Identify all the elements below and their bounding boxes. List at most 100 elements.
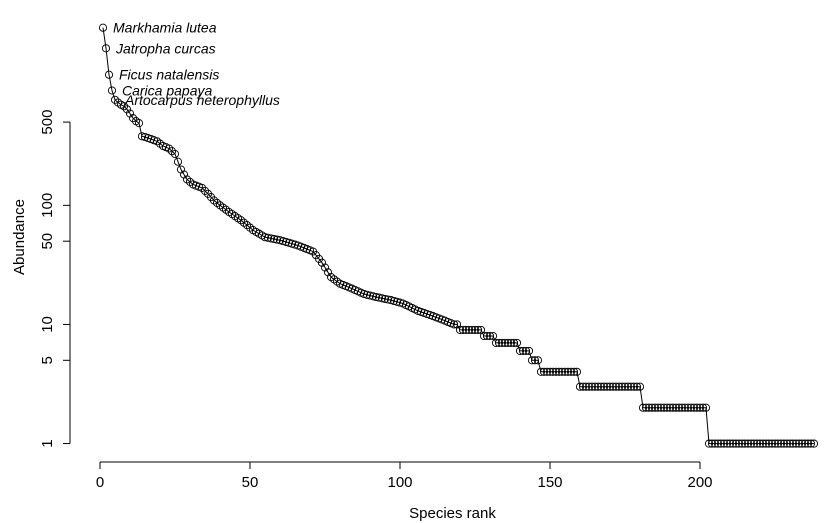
- x-tick-label: 100: [387, 474, 412, 491]
- data-point: [134, 119, 144, 128]
- data-point: [164, 144, 174, 153]
- data-point: [482, 331, 492, 341]
- data-point: [485, 331, 495, 341]
- data-point: [527, 356, 537, 365]
- data-point: [647, 403, 657, 412]
- data-point: [506, 338, 516, 347]
- data-point: [449, 320, 459, 329]
- data-point: [746, 439, 756, 448]
- data-point: [554, 367, 564, 376]
- data-point: [698, 403, 708, 412]
- data-point: [743, 439, 753, 448]
- data-point: [491, 338, 501, 347]
- data-point: [722, 439, 732, 448]
- data-point: [137, 132, 147, 141]
- data-point: [119, 102, 129, 111]
- annotation-layer: Markhamia lutea Jatropha curcas Ficus nata…: [113, 20, 280, 108]
- data-point: [593, 382, 603, 391]
- data-point: [521, 346, 531, 355]
- data-point: [128, 114, 138, 123]
- data-point: [368, 292, 378, 301]
- data-point: [185, 177, 195, 186]
- y-tick-label: 50: [39, 233, 56, 250]
- data-point: [563, 367, 573, 376]
- data-point: [680, 403, 690, 412]
- data-point: [794, 439, 804, 448]
- data-point: [767, 439, 777, 448]
- data-point: [458, 325, 468, 334]
- data-point: [575, 382, 585, 391]
- data-point: [518, 346, 528, 355]
- data-point: [632, 382, 642, 391]
- data-point: [803, 439, 813, 448]
- data-point: [635, 382, 645, 391]
- data-point: [317, 258, 327, 267]
- data-point: [590, 382, 600, 391]
- data-point: [653, 403, 663, 412]
- data-point: [773, 439, 783, 448]
- data-point: [665, 403, 675, 412]
- data-point: [500, 338, 510, 347]
- data-point: [182, 175, 192, 184]
- x-tick-label: 0: [96, 474, 104, 491]
- y-axis-label: Abundance: [11, 199, 28, 275]
- data-point: [674, 403, 684, 412]
- data-point: [323, 268, 333, 277]
- data-point: [695, 403, 705, 412]
- data-point: [545, 367, 555, 376]
- data-point: [557, 367, 567, 376]
- data-point: [560, 367, 570, 376]
- species-annotation: Artocarpus heterophyllus: [124, 92, 280, 108]
- data-point: [542, 367, 552, 376]
- data-point: [569, 367, 579, 376]
- data-point: [470, 325, 480, 334]
- data-point: [806, 439, 816, 448]
- data-point: [683, 403, 693, 412]
- data-point: [713, 439, 723, 448]
- data-point: [608, 382, 618, 391]
- data-point: [797, 439, 807, 448]
- data-point: [602, 382, 612, 391]
- data-point: [380, 294, 390, 303]
- data-point: [596, 382, 606, 391]
- data-point: [461, 325, 471, 334]
- data-point: [788, 439, 798, 448]
- data-point: [167, 147, 177, 156]
- data-point: [377, 294, 387, 303]
- data-point: [731, 439, 741, 448]
- data-point: [539, 367, 549, 376]
- data-point: [245, 223, 255, 232]
- data-point: [605, 382, 615, 391]
- curve-layer: [102, 27, 814, 445]
- data-point: [209, 196, 219, 205]
- data-point: [494, 338, 504, 347]
- y-tick-label: 10: [39, 316, 56, 333]
- points-layer: [98, 23, 819, 448]
- data-point: [779, 439, 789, 448]
- data-point: [581, 382, 591, 391]
- data-point: [659, 403, 669, 412]
- data-point: [278, 237, 288, 246]
- x-axis-label: Species rank: [409, 505, 496, 522]
- data-point: [389, 296, 399, 306]
- data-point: [236, 216, 246, 225]
- data-point: [761, 439, 771, 448]
- data-point: [515, 346, 525, 355]
- data-point: [359, 289, 369, 299]
- data-point: [809, 439, 819, 448]
- data-point: [704, 439, 714, 448]
- data-point: [620, 382, 630, 391]
- data-point: [122, 105, 132, 114]
- data-point: [533, 356, 543, 365]
- y-tick-label: 100: [39, 193, 56, 218]
- data-point: [686, 403, 696, 412]
- data-point: [551, 367, 561, 376]
- data-point: [644, 403, 654, 412]
- data-point: [791, 439, 801, 448]
- data-point: [107, 86, 117, 95]
- data-point: [764, 439, 774, 448]
- data-point: [170, 149, 180, 159]
- data-point: [512, 338, 522, 347]
- data-point: [239, 218, 249, 227]
- data-point: [650, 403, 660, 412]
